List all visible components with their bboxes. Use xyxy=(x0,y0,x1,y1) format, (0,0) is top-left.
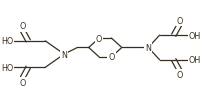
Text: HO: HO xyxy=(1,37,13,46)
Text: O: O xyxy=(108,53,115,62)
Text: O: O xyxy=(96,34,102,43)
Text: O: O xyxy=(176,71,183,79)
Text: O: O xyxy=(19,22,26,31)
Text: N: N xyxy=(145,44,151,53)
Text: O: O xyxy=(19,78,26,87)
Text: O: O xyxy=(176,17,183,26)
Text: HO: HO xyxy=(1,63,13,72)
Text: OH: OH xyxy=(189,31,201,40)
Text: N: N xyxy=(61,50,67,59)
Text: OH: OH xyxy=(189,56,201,65)
